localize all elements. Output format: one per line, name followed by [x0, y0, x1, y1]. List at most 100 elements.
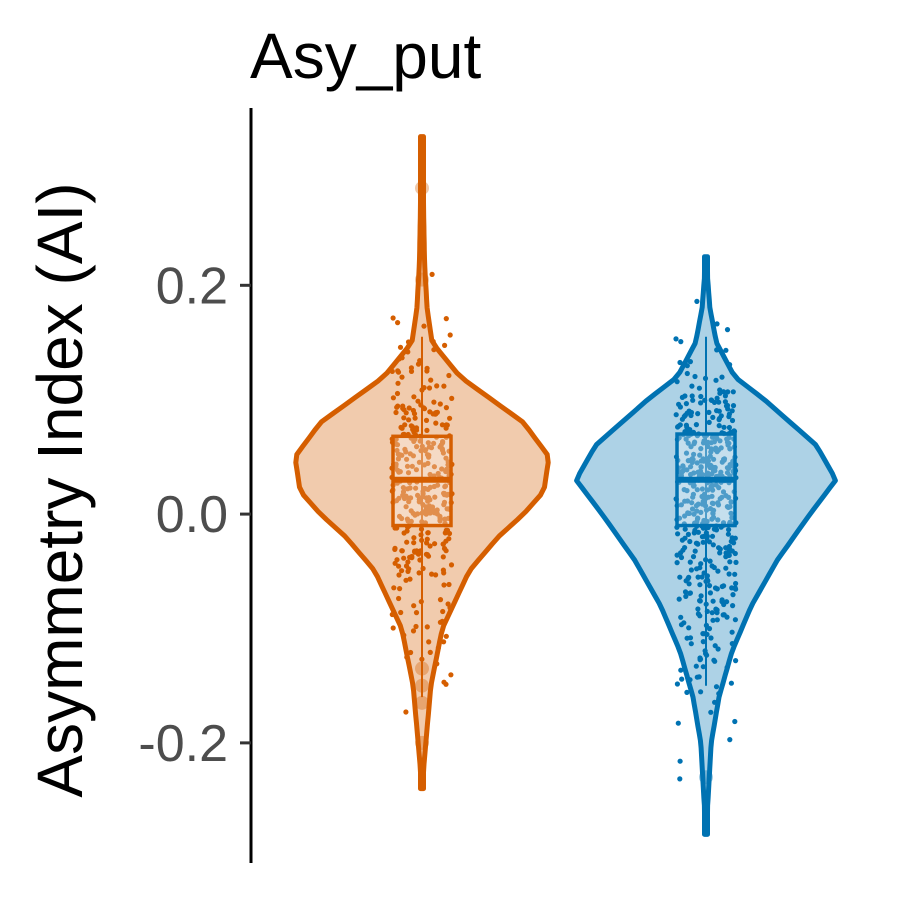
data-point — [673, 336, 679, 342]
data-point — [710, 482, 716, 489]
data-point — [701, 491, 708, 497]
data-point — [416, 459, 422, 465]
data-point — [391, 585, 397, 591]
data-point — [693, 503, 700, 509]
data-point — [724, 664, 730, 671]
data-point — [429, 271, 435, 277]
data-point — [415, 550, 421, 556]
data-point — [721, 457, 727, 463]
data-point — [698, 446, 704, 452]
data-point — [720, 612, 726, 618]
data-point — [678, 502, 685, 508]
data-point — [406, 495, 412, 501]
data-point — [674, 379, 680, 385]
data-point — [413, 610, 420, 616]
data-point — [714, 321, 720, 327]
data-point — [441, 570, 447, 576]
outlier-point — [415, 695, 429, 710]
data-point — [710, 468, 717, 474]
data-point — [392, 560, 398, 566]
data-point — [695, 574, 701, 580]
data-point — [703, 557, 709, 563]
data-point — [419, 510, 425, 516]
data-point — [717, 390, 723, 396]
data-point — [400, 492, 406, 498]
data-point — [691, 511, 697, 517]
data-point — [442, 516, 448, 522]
data-point — [446, 581, 452, 588]
data-point — [434, 661, 440, 667]
data-point — [685, 575, 691, 582]
data-point — [676, 596, 682, 602]
data-point — [690, 397, 696, 403]
data-point — [400, 485, 406, 491]
data-point — [699, 574, 705, 580]
data-point — [419, 656, 425, 662]
data-point — [437, 401, 443, 407]
data-point — [685, 510, 691, 516]
data-point — [417, 557, 423, 563]
data-point — [697, 613, 703, 619]
data-point — [684, 370, 690, 377]
data-point — [441, 490, 448, 497]
data-point — [732, 571, 738, 577]
data-point — [422, 485, 428, 492]
data-point — [413, 485, 419, 491]
data-point — [675, 424, 681, 430]
data-point — [434, 383, 440, 389]
data-point — [709, 500, 716, 506]
data-point — [415, 398, 421, 404]
data-point — [709, 610, 715, 616]
data-point — [435, 470, 441, 477]
data-point — [396, 595, 402, 602]
data-point — [396, 469, 402, 475]
data-point — [726, 571, 732, 577]
data-point — [730, 389, 736, 395]
data-point — [715, 517, 721, 523]
data-point — [401, 407, 407, 413]
data-point — [733, 559, 739, 566]
data-point — [697, 565, 703, 571]
data-point — [418, 526, 425, 532]
data-point — [420, 565, 426, 572]
data-point — [674, 681, 681, 687]
data-point — [700, 631, 706, 637]
data-point — [399, 425, 405, 431]
data-point — [725, 389, 731, 395]
data-point — [393, 409, 399, 416]
data-point — [729, 515, 735, 521]
data-point — [729, 641, 735, 647]
data-point — [729, 629, 735, 635]
data-point — [710, 510, 716, 516]
data-point — [448, 672, 454, 678]
data-point — [426, 444, 432, 450]
data-point — [698, 509, 704, 515]
data-point — [413, 467, 419, 473]
data-point — [395, 380, 401, 386]
data-point — [709, 533, 716, 539]
data-point — [705, 439, 711, 445]
data-point — [687, 590, 694, 596]
data-point — [396, 356, 402, 362]
data-point — [703, 578, 709, 584]
data-point — [704, 573, 711, 579]
data-point — [716, 423, 722, 429]
data-point — [683, 450, 690, 456]
data-point — [692, 548, 698, 554]
data-point — [405, 559, 411, 565]
data-point — [702, 397, 708, 403]
data-point — [677, 359, 683, 366]
data-point — [404, 654, 410, 660]
data-point — [432, 541, 438, 547]
data-point — [444, 506, 450, 512]
data-point — [706, 539, 713, 545]
data-point — [427, 497, 433, 503]
data-point — [406, 566, 412, 572]
data-point — [686, 625, 692, 631]
data-point — [703, 507, 710, 513]
data-point — [424, 624, 430, 630]
data-point — [710, 617, 716, 623]
data-point — [683, 436, 689, 442]
data-point — [446, 536, 452, 542]
data-point — [715, 447, 722, 453]
